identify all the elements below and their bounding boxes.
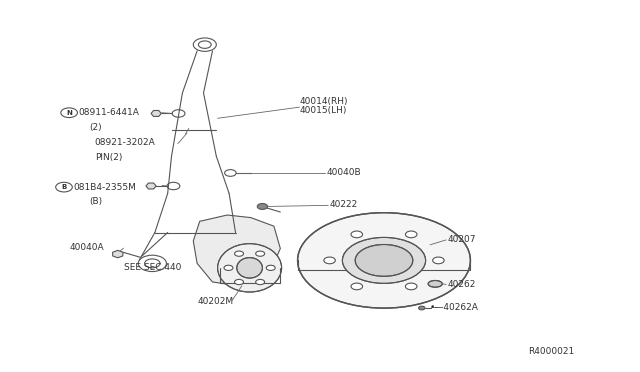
Ellipse shape	[218, 244, 282, 292]
Text: 40014(RH): 40014(RH)	[300, 97, 348, 106]
Ellipse shape	[342, 237, 426, 283]
Circle shape	[433, 257, 444, 264]
Ellipse shape	[237, 257, 262, 278]
Text: 08921-3202A: 08921-3202A	[95, 138, 156, 147]
Circle shape	[351, 283, 362, 290]
Text: 081B4-2355M: 081B4-2355M	[73, 183, 136, 192]
Circle shape	[406, 231, 417, 238]
Polygon shape	[151, 110, 161, 116]
Text: R4000021: R4000021	[528, 347, 574, 356]
Circle shape	[266, 265, 275, 270]
Circle shape	[224, 265, 233, 270]
Text: (2): (2)	[90, 123, 102, 132]
Circle shape	[234, 251, 243, 256]
Text: N: N	[66, 110, 72, 116]
Text: 40222: 40222	[330, 200, 358, 209]
Text: 40040B: 40040B	[326, 168, 361, 177]
Text: 40040A: 40040A	[69, 243, 104, 252]
Text: •—40262A: •—40262A	[430, 303, 479, 312]
Text: SEE SEC.440: SEE SEC.440	[124, 263, 181, 272]
Polygon shape	[113, 250, 123, 258]
Circle shape	[351, 231, 362, 238]
Text: 40015(LH): 40015(LH)	[300, 106, 347, 115]
Polygon shape	[193, 215, 280, 286]
Ellipse shape	[355, 244, 413, 276]
Text: PIN(2): PIN(2)	[95, 153, 122, 162]
Text: 40207: 40207	[448, 235, 477, 244]
Circle shape	[256, 279, 265, 285]
Text: 08911-6441A: 08911-6441A	[78, 108, 139, 117]
Circle shape	[256, 251, 265, 256]
Circle shape	[419, 306, 425, 310]
Ellipse shape	[428, 280, 442, 287]
Polygon shape	[146, 183, 156, 189]
Ellipse shape	[298, 213, 470, 308]
Circle shape	[324, 257, 335, 264]
Circle shape	[406, 283, 417, 290]
Text: B: B	[61, 185, 67, 190]
Circle shape	[234, 279, 243, 285]
Circle shape	[257, 203, 268, 209]
Text: (B): (B)	[90, 198, 103, 206]
Text: 40262: 40262	[448, 280, 476, 289]
Text: 40202M: 40202M	[197, 297, 233, 306]
